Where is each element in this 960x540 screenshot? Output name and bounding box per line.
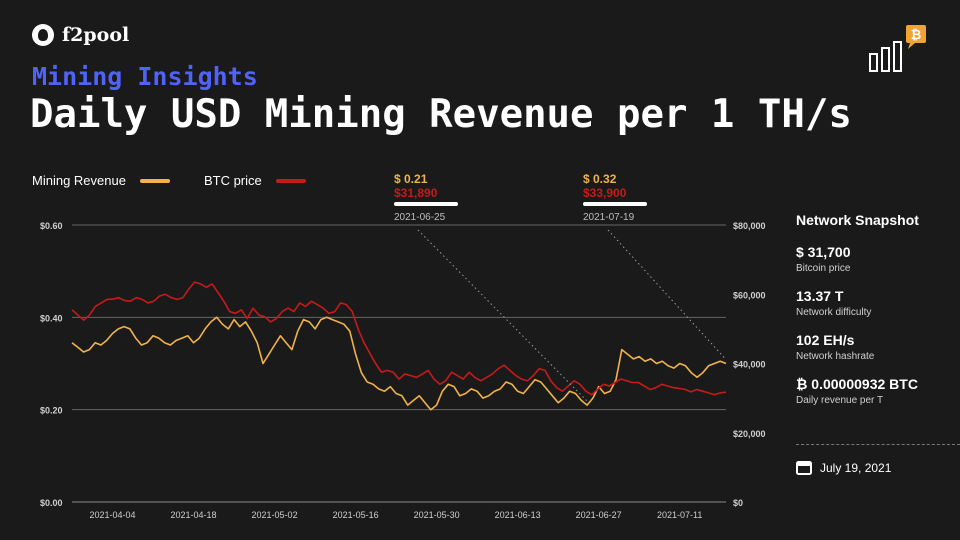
snapshot-date: July 19, 2021 [796,460,891,475]
stat-label: Bitcoin price [796,263,851,274]
legend-swatch-btc-price [275,178,306,183]
y-right-tick-label: $0 [733,498,743,508]
x-tick-label: 2021-07-11 [657,510,702,520]
stat-value: 102 EH/s [796,332,855,348]
legend-label-revenue: Mining Revenue [32,173,126,188]
page-title: Daily USD Mining Revenue per 1 TH/s [30,92,852,137]
annotation-revenue: $ 0.21 [394,172,428,186]
stat-daily-revenue: ₿ 0.00000932 BTC Daily revenue per T [796,376,960,406]
y-right-tick-label: $20,000 [733,429,766,439]
x-tick-label: 2021-06-27 [576,510,622,520]
section-kicker: Mining Insights [32,62,258,91]
x-tick-label: 2021-05-16 [333,510,379,520]
chart-legend: Mining Revenue BTC price [32,173,306,188]
series-line-btc-price [71,281,727,396]
calendar-icon [796,461,812,475]
stat-bitcoin-price: $ 31,700 Bitcoin price [796,244,960,274]
y-right-tick-label: $60,000 [733,290,766,300]
stat-value: 13.37 T [796,288,844,304]
f2pool-logo-icon [32,24,54,46]
x-tick-label: 2021-05-30 [414,510,460,520]
y-right-tick-label: $40,000 [733,360,766,370]
annotation-july-19: $ 0.32 $33,900 2021-07-19 [583,172,647,223]
snapshot-date-text: July 19, 2021 [820,460,892,475]
stat-label: Network hashrate [796,351,875,362]
network-snapshot: Network Snapshot $ 31,700 Bitcoin price … [796,212,960,420]
y-left-tick-label: $0.20 [40,406,63,416]
brand: f2pool [32,24,129,46]
annotation-leader-line [607,229,727,360]
x-tick-label: 2021-06-13 [495,510,541,520]
y-right-tick-label: $80,000 [733,221,766,231]
y-left-tick-label: $0.00 [40,498,63,508]
stat-value: $ 31,700 [796,244,851,260]
annotation-date: 2021-07-19 [583,212,635,223]
y-left-tick-label: $0.40 [40,313,63,323]
divider [796,444,960,445]
legend-label-btc-price: BTC price [203,173,262,188]
x-tick-label: 2021-04-18 [171,510,217,520]
svg-text:₿: ₿ [911,28,922,43]
annotation-underline [583,202,647,206]
annotation-june-25: $ 0.21 $31,890 2021-06-25 [394,172,458,223]
annotation-revenue: $ 0.32 [583,172,617,186]
bitcoin-stats-icon: ₿ [869,25,926,72]
annotation-date: 2021-06-25 [394,212,446,223]
annotation-leader-line [417,229,588,402]
annotation-price: $31,890 [394,186,438,200]
stat-label: Daily revenue per T [796,395,884,406]
stat-network-difficulty: 13.37 T Network difficulty [796,288,960,318]
y-left-tick-label: $0.60 [40,221,63,231]
annotation-price: $33,900 [583,186,627,200]
x-tick-label: 2021-05-02 [252,510,298,520]
snapshot-title: Network Snapshot [796,212,919,228]
legend-swatch-revenue [139,178,170,183]
stat-label: Network difficulty [796,307,872,318]
annotation-underline [394,202,458,206]
stat-value: ₿ 0.00000932 BTC [796,376,918,392]
x-tick-label: 2021-04-04 [89,510,135,520]
brand-name: f2pool [62,24,130,46]
stat-network-hashrate: 102 EH/s Network hashrate [796,332,960,362]
series-line-mining-revenue [71,316,727,411]
